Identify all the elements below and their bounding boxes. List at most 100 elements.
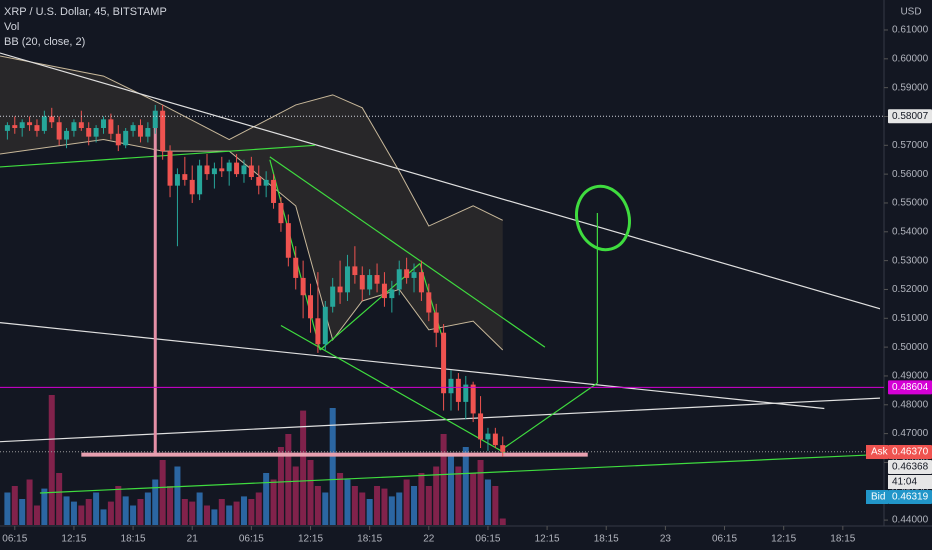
candle-body — [278, 202, 284, 224]
chart-title: XRP / U.S. Dollar, 45, BITSTAMP — [4, 6, 167, 18]
candle-body — [56, 122, 62, 140]
currency-label: USD — [900, 7, 921, 18]
candle-body — [322, 306, 328, 345]
candle-body — [167, 151, 173, 186]
trend-line — [0, 52, 880, 310]
volume-bar — [447, 453, 454, 525]
volume-bar — [314, 486, 321, 525]
bid-label-box — [888, 490, 932, 504]
candle-body — [234, 162, 240, 175]
volume-bar — [499, 518, 506, 525]
volume-bar — [189, 501, 196, 525]
indicator-label: BB (20, close, 2) — [4, 36, 85, 48]
trend-line — [280, 324, 510, 457]
volume-bar — [270, 479, 277, 525]
candle-body — [64, 130, 70, 140]
candle-body — [271, 179, 277, 203]
countdown: 41:04 — [892, 477, 917, 488]
volume-bar — [167, 486, 174, 525]
candle-body — [78, 122, 84, 129]
volume-bar — [374, 486, 381, 525]
ask-label-box — [888, 445, 932, 459]
volume-bar — [26, 479, 33, 525]
candle-body — [49, 116, 55, 123]
volume-bar — [322, 492, 329, 525]
candle-body — [152, 110, 158, 129]
candle-body — [285, 223, 291, 258]
candle-body — [93, 128, 99, 137]
volume-bar — [137, 499, 144, 525]
candle-body — [433, 312, 439, 333]
price-line-label: 0.48604 — [892, 382, 929, 393]
candle-body — [359, 275, 365, 290]
candle-body — [344, 266, 350, 293]
candle-body — [211, 168, 217, 175]
volume-bar — [307, 460, 314, 525]
x-tick-label: 18:15 — [357, 534, 382, 545]
volume-bar — [418, 473, 425, 525]
countdown-box — [888, 475, 932, 489]
x-tick-label: 18:15 — [830, 534, 855, 545]
circle-annotation — [575, 184, 631, 252]
candle-body — [248, 165, 254, 178]
y-tick-label: 0.51000 — [892, 313, 929, 324]
plot-area — [0, 52, 880, 525]
candle-body — [241, 165, 247, 175]
candle-body — [330, 286, 336, 307]
candle-body — [470, 384, 476, 414]
candle-body — [426, 292, 432, 313]
bb-upper — [0, 55, 503, 227]
candle-body — [396, 269, 402, 290]
candle-body — [4, 125, 10, 131]
candle-body — [226, 162, 232, 172]
candle-body — [300, 277, 306, 296]
y-tick-label: 0.55000 — [892, 198, 929, 209]
candle-body — [389, 289, 395, 299]
candle-body — [485, 433, 491, 440]
indicator-label: Vol — [4, 21, 19, 33]
y-tick-label: 0.47000 — [892, 428, 929, 439]
volume-bar — [181, 499, 188, 525]
volume-bar — [63, 496, 70, 525]
ask-label: 0.46370 — [892, 447, 929, 458]
candle-body — [115, 133, 121, 146]
price-line-label-box — [888, 380, 932, 395]
ask-name-box — [866, 445, 888, 459]
candle-body — [374, 275, 380, 284]
volume-bar — [240, 496, 247, 525]
candle-body — [130, 125, 136, 131]
volume-bar — [329, 408, 336, 525]
y-tick-label: 0.50000 — [892, 342, 929, 353]
candle-body — [263, 179, 269, 186]
candle-body — [418, 272, 424, 293]
volume-bar — [337, 473, 344, 525]
volume-bar — [403, 479, 410, 525]
candle-body — [500, 445, 506, 452]
volume-bar — [41, 488, 48, 525]
bid-label: 0.46319 — [892, 492, 929, 503]
volume-bar — [492, 486, 499, 525]
candle-body — [34, 125, 40, 131]
candle-body — [204, 165, 210, 175]
volume-bar — [277, 447, 284, 525]
volume-bar — [78, 505, 85, 525]
volume-bar — [344, 479, 351, 525]
volume-bar — [396, 492, 403, 525]
trend-line — [319, 263, 421, 351]
volume-bar — [122, 496, 129, 525]
volume-bar — [218, 499, 225, 525]
volume-bar — [19, 499, 26, 525]
volume-bar — [107, 501, 114, 525]
volume-bar — [11, 486, 18, 525]
candle-body — [101, 119, 107, 129]
candle-body — [441, 332, 447, 394]
last-price-label: 0.46368 — [892, 462, 929, 473]
candle-body — [160, 110, 166, 152]
x-tick-label: 12:15 — [298, 534, 323, 545]
volume-bar — [455, 466, 462, 525]
volume-bar — [425, 486, 432, 525]
volume-bar — [440, 434, 447, 525]
y-tick-label: 0.49000 — [892, 371, 929, 382]
volume-bar — [388, 496, 395, 525]
x-tick-label: 22 — [423, 534, 435, 545]
